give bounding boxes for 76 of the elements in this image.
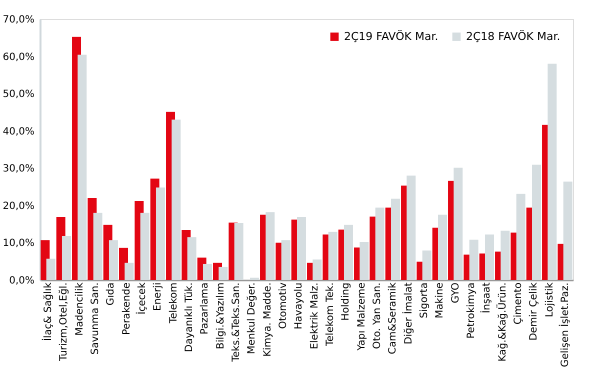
bar (360, 242, 369, 280)
x-tick-label: Gelişen İşlet.Paz. (558, 282, 572, 368)
x-tick-label: Demir Çelik (528, 282, 540, 341)
bar (375, 208, 384, 280)
x-tick-label: Telekom (168, 282, 180, 324)
y-tick-label: 30,0% (2, 164, 34, 175)
bar (454, 168, 463, 280)
y-tick-label: 10,0% (2, 238, 34, 250)
x-tick-label: Lojistik (544, 282, 556, 318)
legend-label: 2Ç18 FAVÖK Mar. (466, 28, 560, 43)
bar (218, 266, 228, 280)
y-tick-label: 20,0% (2, 200, 34, 212)
x-tick-label: Telekom Tek. (325, 282, 336, 347)
bar (484, 234, 494, 280)
bar (140, 212, 150, 280)
x-tick-label: Otomotiv (278, 282, 289, 329)
bar (78, 54, 87, 280)
bar (93, 212, 102, 280)
x-tick-label: Makine (434, 282, 446, 318)
x-tick-label: Kağ.&Kağ.Ürün. (495, 282, 508, 362)
bar (438, 214, 447, 280)
x-tick-label: Cam&Seramik (388, 282, 399, 354)
x-tick-label: Sigorta (419, 282, 430, 318)
bar (46, 258, 56, 280)
bar (548, 64, 557, 280)
bar (500, 230, 510, 280)
x-tick-label: Dayanıklı Tük. (184, 282, 195, 352)
x-tick-label: Savunma San. (90, 282, 101, 355)
bar (532, 164, 541, 280)
x-tick-label: İçecek (134, 282, 148, 315)
bar (202, 264, 212, 280)
x-tick-label: Enerji (152, 282, 164, 311)
x-tick-label: Turizm,Otel,Eğl. (58, 282, 70, 362)
x-tick-label: Oto. Yan San. (372, 282, 384, 349)
x-tick-label: Menkul Değer. (246, 282, 258, 354)
x-tick-label: Çimento (513, 282, 524, 325)
x-tick-label: Petrokimya (466, 282, 478, 339)
x-tick-label: Havayolu (294, 282, 305, 330)
bar (281, 240, 290, 280)
bar (312, 259, 322, 280)
x-tick-label: Diğer İmalat (401, 282, 414, 344)
x-tick-label: Madencilik (74, 282, 86, 336)
bar (344, 224, 353, 280)
legend-label: 2Ç19 FAVÖK Mar. (344, 28, 438, 43)
bar (62, 236, 71, 280)
x-tick-label: Yapı Malzeme (356, 282, 368, 352)
x-tick-label: Bilgi.&Yazılım (215, 282, 226, 350)
x-tick-label: İlaç& Sağlık (40, 282, 54, 342)
y-tick-label: 0,0% (9, 276, 34, 286)
x-tick-label: GYO (450, 282, 462, 304)
x-tick-label: İnşaat (480, 282, 493, 314)
bar (406, 176, 416, 280)
bar (422, 250, 432, 280)
y-tick-label: 70,0% (2, 14, 34, 26)
x-tick-label: Perakende (121, 282, 132, 335)
bar (469, 240, 478, 280)
y-tick-label: 60,0% (2, 52, 34, 63)
bar (108, 240, 118, 280)
bar (296, 216, 306, 280)
x-tick-label: Gıda (106, 282, 117, 306)
bar (234, 222, 244, 280)
bar (156, 188, 165, 280)
bar (328, 232, 338, 280)
bar (172, 120, 181, 280)
bar (266, 212, 275, 280)
y-tick-label: 50,0% (2, 89, 34, 100)
bar (124, 262, 134, 280)
bar (516, 194, 526, 280)
x-tick-label: Pazarlama (200, 282, 211, 334)
bar (187, 237, 196, 280)
y-tick-label: 40,0% (2, 126, 34, 138)
bar (390, 198, 400, 280)
x-tick-label: Teks.&Teks.San. (230, 282, 242, 363)
x-tick-label: Holding (340, 282, 352, 321)
x-tick-label: Kimya. Madde. (262, 282, 274, 357)
x-tick-label: Elektrik Malz. (309, 282, 320, 350)
